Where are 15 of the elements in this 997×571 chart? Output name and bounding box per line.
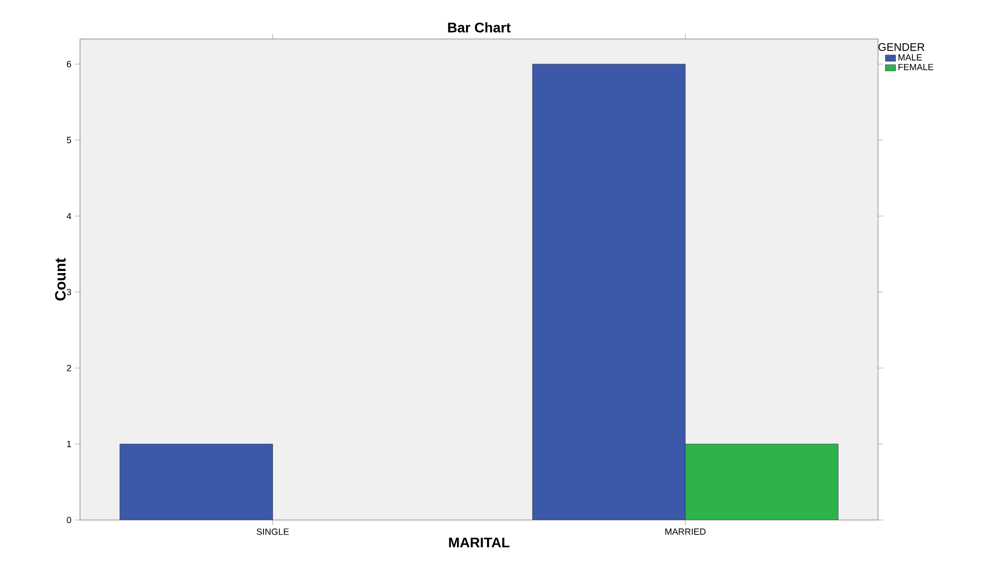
y-tick-label: 5: [66, 136, 72, 144]
y-tick-label: 1: [67, 440, 72, 448]
y-axis-title: Count: [55, 258, 66, 300]
y-tick-label: 2: [66, 364, 72, 372]
x-axis-title: MARITAL: [449, 538, 510, 548]
chart-title: Bar Chart: [448, 22, 511, 32]
legend-label: FEMALE: [898, 64, 934, 70]
y-tick-label: 3: [66, 288, 72, 296]
x-tick-label: SINGLE: [256, 528, 289, 535]
y-tick-label: 6: [66, 60, 72, 68]
legend-label: MALE: [898, 54, 922, 60]
x-tick-label: MARRIED: [665, 528, 706, 535]
y-tick-label: 4: [66, 212, 72, 220]
y-tick-label: 0: [66, 516, 72, 524]
legend-title: GENDER: [878, 43, 924, 51]
